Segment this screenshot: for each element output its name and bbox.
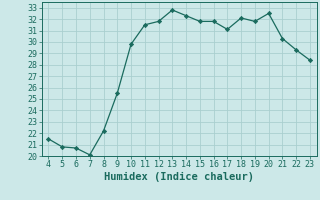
X-axis label: Humidex (Indice chaleur): Humidex (Indice chaleur) [104,172,254,182]
